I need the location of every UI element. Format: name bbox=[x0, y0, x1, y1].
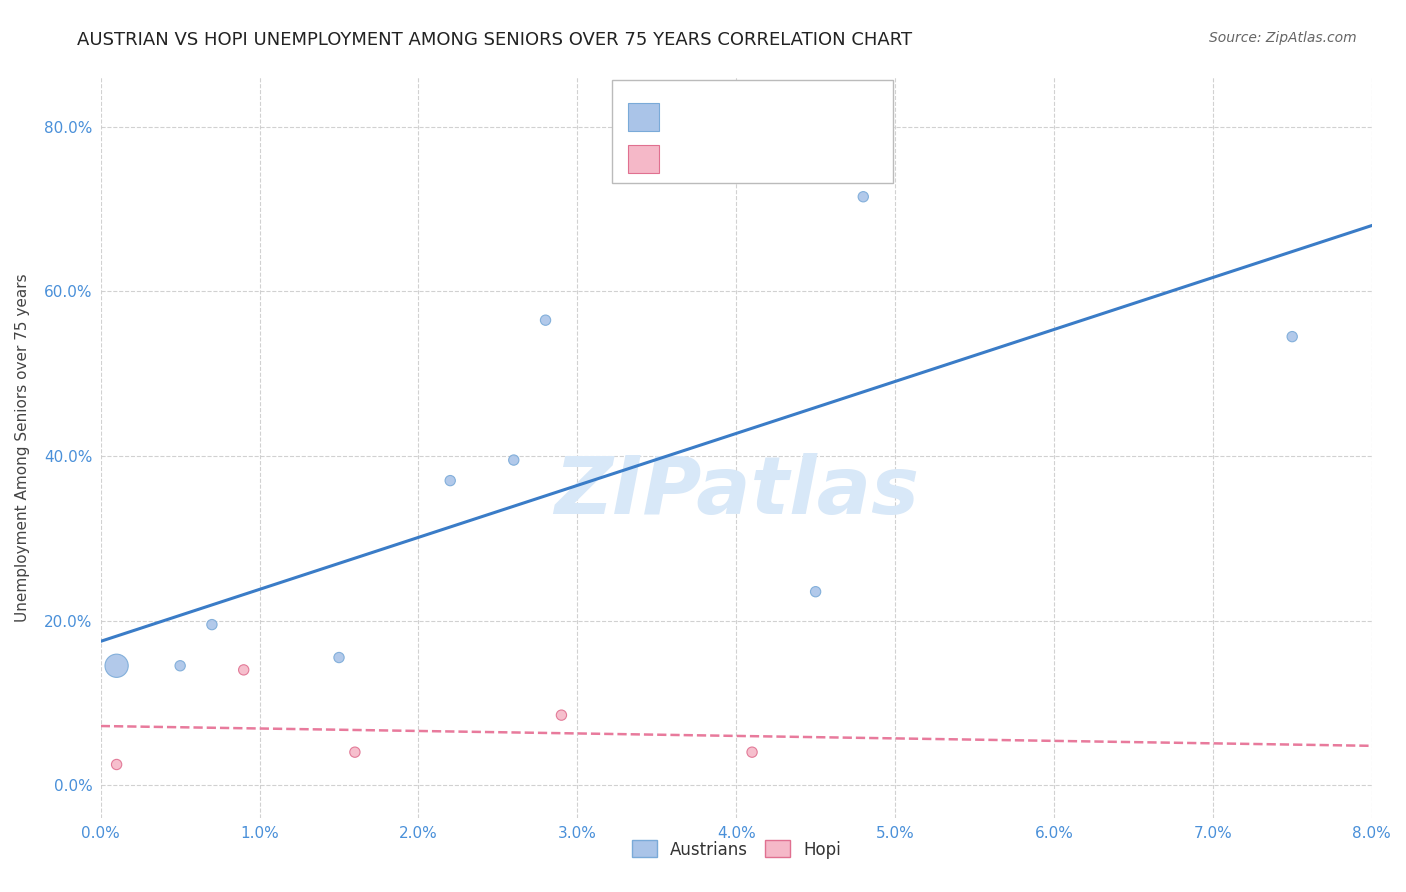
Point bbox=[439, 474, 461, 488]
Text: R =  0.709   N = 10: R = 0.709 N = 10 bbox=[671, 105, 846, 123]
Point bbox=[1281, 329, 1303, 343]
Y-axis label: Unemployment Among Seniors over 75 years: Unemployment Among Seniors over 75 years bbox=[15, 274, 30, 622]
Point bbox=[804, 584, 827, 599]
Point bbox=[201, 617, 224, 632]
Point bbox=[502, 453, 524, 467]
Text: AUSTRIAN VS HOPI UNEMPLOYMENT AMONG SENIORS OVER 75 YEARS CORRELATION CHART: AUSTRIAN VS HOPI UNEMPLOYMENT AMONG SENI… bbox=[77, 31, 912, 49]
Text: ZIPatlas: ZIPatlas bbox=[554, 453, 918, 531]
Point bbox=[852, 190, 875, 204]
Point bbox=[105, 658, 128, 673]
Text: Source: ZipAtlas.com: Source: ZipAtlas.com bbox=[1209, 31, 1357, 45]
Point bbox=[105, 757, 128, 772]
Point bbox=[169, 658, 191, 673]
Point bbox=[343, 745, 366, 759]
Point bbox=[741, 745, 763, 759]
Point bbox=[534, 313, 557, 327]
Point bbox=[328, 650, 350, 665]
Point bbox=[550, 708, 572, 723]
Point bbox=[232, 663, 254, 677]
Legend: Austrians, Hopi: Austrians, Hopi bbox=[624, 834, 848, 865]
Text: R = -0.088   N =  5: R = -0.088 N = 5 bbox=[671, 147, 842, 166]
